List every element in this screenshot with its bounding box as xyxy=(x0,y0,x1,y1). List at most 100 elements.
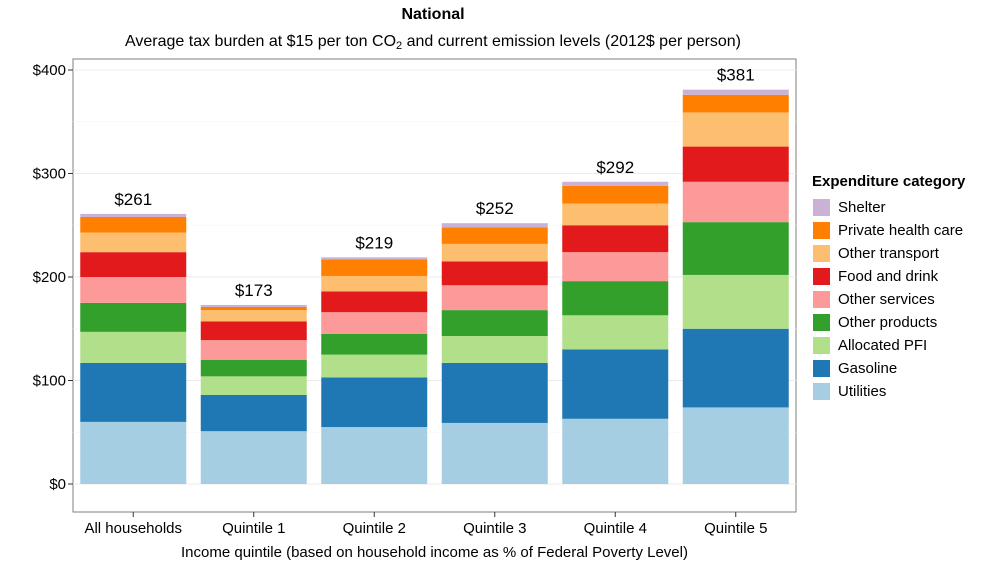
x-tick-label: Quintile 1 xyxy=(222,520,285,537)
legend-swatch xyxy=(812,313,831,332)
bar-segment xyxy=(200,359,307,377)
subtitle-text-rest: and current emission levels (2012$ per p… xyxy=(402,33,741,50)
bar-segment xyxy=(562,252,669,282)
bar-segment xyxy=(321,259,428,276)
bar-segment xyxy=(200,394,307,432)
bar-segment xyxy=(200,376,307,395)
bar-segment xyxy=(321,275,428,292)
bar-segment xyxy=(200,340,307,360)
legend-item: Other products xyxy=(812,311,965,334)
bar-segment xyxy=(682,274,789,329)
bar-segment xyxy=(80,331,187,363)
bar-segment xyxy=(562,418,669,484)
bar-segment xyxy=(441,227,548,244)
legend-item: Utilities xyxy=(812,380,965,403)
bar-segment xyxy=(200,321,307,341)
bar-segment xyxy=(562,185,669,204)
legend: Expenditure category Shelter Private heal… xyxy=(812,173,965,403)
bar-total-label: $219 xyxy=(355,233,393,252)
legend-swatch xyxy=(812,221,831,240)
legend-label: Other transport xyxy=(838,245,939,262)
bar-segment xyxy=(80,216,187,233)
bar-segment xyxy=(682,328,789,408)
bar-segment xyxy=(80,232,187,253)
y-tick-label: $0 xyxy=(49,476,66,493)
bar-segment xyxy=(200,307,307,311)
bar-segment xyxy=(80,421,187,484)
bar-segment xyxy=(441,223,548,228)
bar-segment xyxy=(682,112,789,147)
bar-segment xyxy=(682,89,789,95)
legend-item: Private health care xyxy=(812,219,965,242)
bar-segment xyxy=(80,213,187,217)
chart-subtitle: Average tax burden at $15 per ton CO2 an… xyxy=(0,33,866,52)
legend-swatch xyxy=(812,290,831,309)
bar-segment xyxy=(682,146,789,182)
bar-segment xyxy=(200,310,307,322)
subtitle-text-main: Average tax burden at $15 per ton CO xyxy=(125,33,397,50)
legend-title: Expenditure category xyxy=(812,173,966,190)
x-tick-label: Quintile 4 xyxy=(584,520,647,537)
x-tick-label: Quintile 5 xyxy=(704,520,767,537)
bar-segment xyxy=(80,252,187,277)
bar-total-label: $252 xyxy=(476,199,514,218)
legend-item: Food and drink xyxy=(812,265,965,288)
chart-title: National xyxy=(401,6,465,23)
legend-swatch xyxy=(812,359,831,378)
bar-segment xyxy=(321,377,428,428)
bar-total-label: $292 xyxy=(596,158,634,177)
bar-segment xyxy=(80,277,187,303)
bar-segment xyxy=(80,302,187,332)
stacked-bar-chart: $0 $100 $200 $300 $400 $261 All households $173… xyxy=(33,58,797,561)
legend-label: Utilities xyxy=(838,383,887,400)
bar-segment xyxy=(441,310,548,336)
x-tick-label: Quintile 2 xyxy=(343,520,406,537)
bar-total-label: $173 xyxy=(235,281,273,300)
bar-segment xyxy=(321,333,428,355)
bar-segment xyxy=(682,407,789,484)
bar-segment xyxy=(441,422,548,484)
legend-label: Allocated PFI xyxy=(838,337,928,354)
bar-segment xyxy=(200,304,307,308)
y-tick-label: $300 xyxy=(33,166,66,183)
bar-segment xyxy=(321,291,428,313)
bar-segment xyxy=(562,203,669,226)
legend-label: Other products xyxy=(838,314,938,331)
bar-total-label: $381 xyxy=(717,66,755,85)
x-tick-label: Quintile 3 xyxy=(463,520,526,537)
plot-panel xyxy=(72,58,797,513)
legend-label: Gasoline xyxy=(838,360,898,377)
bar-segment xyxy=(562,349,669,419)
legend-swatch xyxy=(812,382,831,401)
legend-label: Other services xyxy=(838,291,935,308)
bar-segment xyxy=(441,362,548,423)
y-tick-label: $100 xyxy=(33,373,66,390)
bar-total-label: $261 xyxy=(114,190,152,209)
x-axis-title: Income quintile (based on household inco… xyxy=(181,544,688,561)
bar-segment xyxy=(562,315,669,350)
bar-segment xyxy=(441,243,548,262)
legend-label: Shelter xyxy=(838,199,886,216)
y-tick-label: $400 xyxy=(33,62,66,79)
x-tick-label: All households xyxy=(84,520,182,537)
bar-segment xyxy=(321,257,428,260)
legend-item: Allocated PFI xyxy=(812,334,965,357)
bar-segment xyxy=(441,261,548,286)
bar-segment xyxy=(682,94,789,113)
bar-segment xyxy=(562,225,669,253)
legend-item: Shelter xyxy=(812,196,965,219)
y-tick-label: $200 xyxy=(33,269,66,286)
legend-swatch xyxy=(812,244,831,263)
legend-label: Private health care xyxy=(838,222,964,239)
legend-item: Other transport xyxy=(812,242,965,265)
subtitle-subscript: 2 xyxy=(396,40,403,52)
bar-segment xyxy=(562,281,669,316)
bar-segment xyxy=(562,181,669,186)
legend-item: Gasoline xyxy=(812,357,965,380)
bar-segment xyxy=(321,427,428,484)
legend-swatch xyxy=(812,336,831,355)
bar-segment xyxy=(200,431,307,484)
bar-segment xyxy=(682,181,789,223)
legend-items: Shelter Private health care Other transpor… xyxy=(812,196,965,403)
legend-label: Food and drink xyxy=(838,268,939,285)
